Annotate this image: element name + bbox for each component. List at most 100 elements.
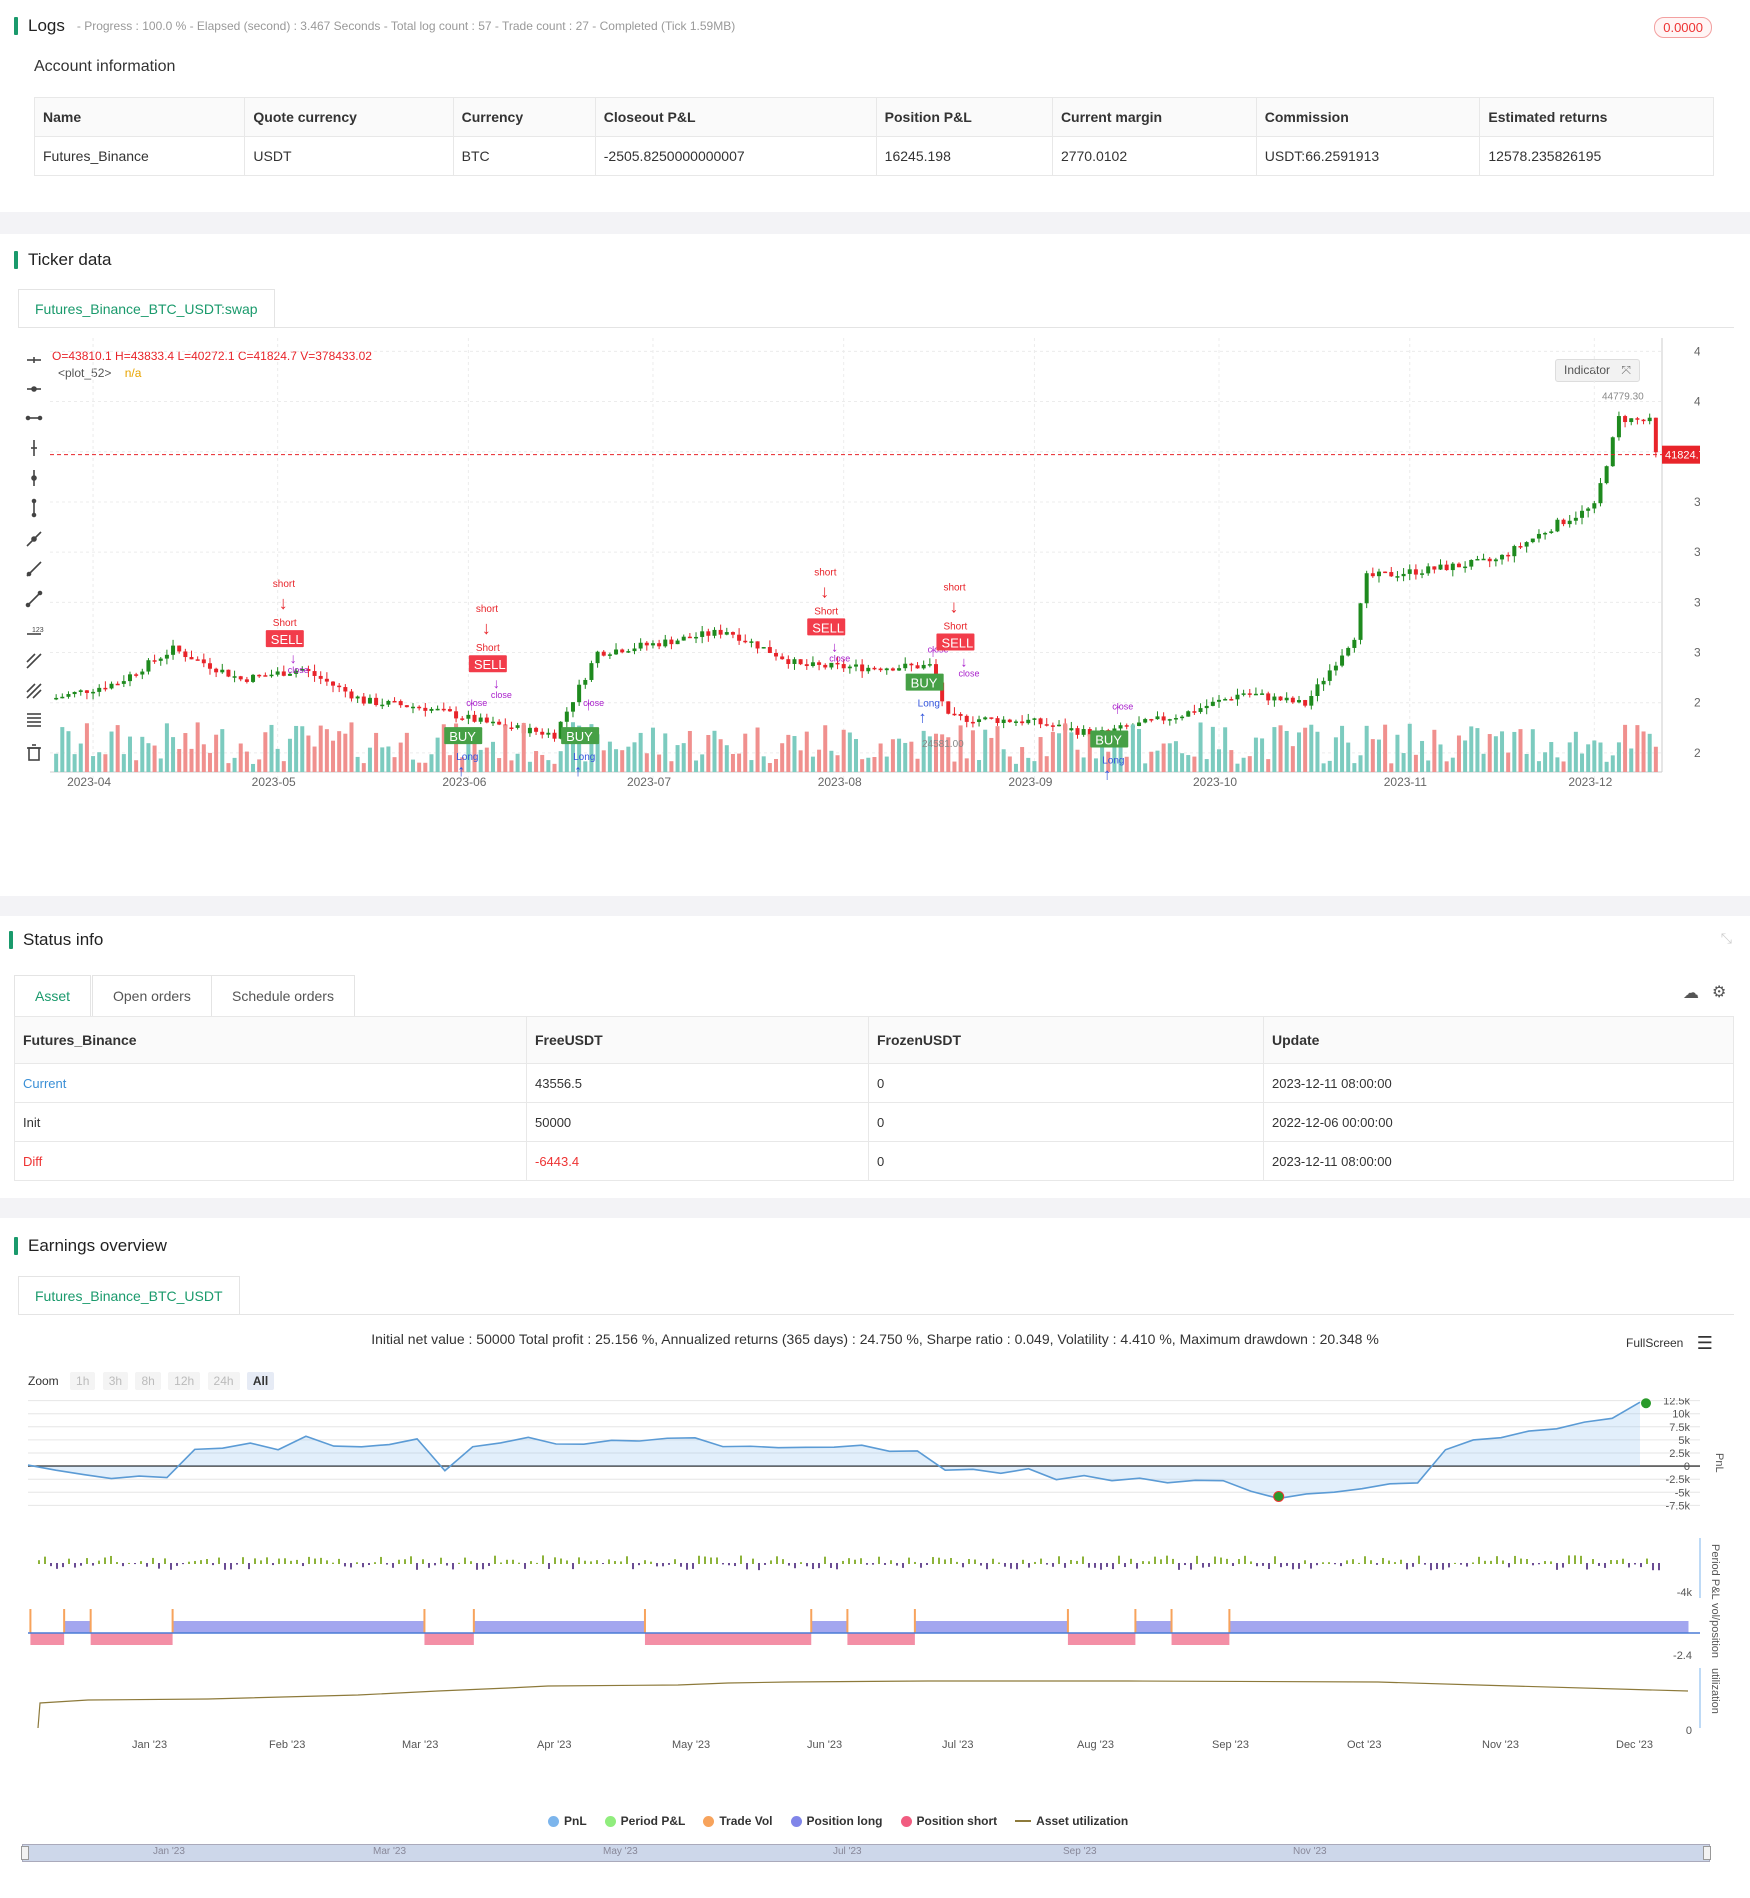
period-bar [1028,1563,1030,1568]
close-arrow-icon: ↓ [831,638,838,654]
zoom-all[interactable]: All [246,1372,275,1390]
candle-body [718,629,723,635]
indicator-button[interactable]: Indicator ⤧ [1555,359,1640,382]
zoom-1h[interactable]: 1h [70,1372,96,1390]
period-bar [1310,1563,1312,1569]
volume-bar [1512,731,1517,772]
legend-item[interactable]: Asset utilization [1015,1814,1128,1828]
account-col: Current margin [1051,97,1257,137]
period-bar [1412,1563,1414,1567]
candle-body [361,696,366,704]
volume-bar [675,745,680,772]
zoom-24h[interactable]: 24h [207,1372,240,1390]
y-tick-label: 30000.00 [1694,646,1700,660]
period-bar [1184,1563,1186,1566]
settings-gear-icon[interactable]: ⚙ [1712,984,1727,1001]
position-short-block [1171,1633,1230,1645]
candlestick-chart[interactable]: 24000.00 27000.00 30000.00 33000.00 36000.00… [0,338,1700,788]
period-bar [878,1556,880,1564]
volume-bar [1389,763,1394,772]
candle-body [275,671,280,675]
volume-bar [195,722,200,772]
navigator-handle-right[interactable] [1703,1846,1711,1860]
candle-body [1463,566,1468,569]
volume-bar [1247,756,1252,772]
volume-bar [1296,732,1301,772]
zoom-12h[interactable]: 12h [168,1372,201,1390]
close-label: close [829,653,850,663]
collapse-icon[interactable]: ⤡ [1720,930,1732,946]
legend-item[interactable]: Position long [790,1814,883,1828]
volume-bar [989,737,994,772]
position-long-block [64,1621,91,1633]
zoom-8h[interactable]: 8h [135,1372,161,1390]
period-bar [368,1563,370,1566]
account-cell: USDT:66.2591913 [1255,136,1481,176]
candle-body [1383,571,1388,574]
period-bar [1082,1556,1084,1564]
candle-body [1272,696,1277,701]
navigator-tick: Jan '23 [153,1846,185,1857]
earnings-tab[interactable]: Futures_Binance_BTC_USDT [18,1276,240,1315]
candle-body [324,678,329,682]
volume-bar [970,730,975,772]
period-bar [836,1563,838,1570]
volume-bar [497,758,502,772]
legend-item[interactable]: Trade Vol [703,1814,773,1828]
candle-body [127,674,132,682]
period-bar [524,1563,526,1569]
candle-body [589,663,594,680]
volume-bar [767,763,772,772]
y-tick-label: 0 [1686,1725,1692,1737]
tab-asset[interactable]: Asset [14,975,92,1017]
drawing-tools-icons[interactable]: 123 [24,350,44,790]
svg-text:123: 123 [32,627,44,634]
navigator-handle-left[interactable] [21,1846,29,1860]
y-tick-label: 39000.00 [1694,495,1700,509]
period-bar [74,1563,76,1568]
volume-bar [638,732,643,772]
volume-bar [1333,737,1338,772]
period-bar [536,1562,538,1564]
volume-bar [201,744,206,772]
volume-bar [700,754,705,772]
candle-body [1137,722,1142,726]
legend-item[interactable]: PnL [548,1814,587,1828]
zoom-3h[interactable]: 3h [102,1372,129,1390]
volume-bar [1093,758,1098,772]
volume-bar [626,746,631,772]
volume-bar [540,754,545,772]
volume-bar [663,733,668,772]
navigator[interactable]: Jan '23 Mar '23 May '23 Jul '23 Sep '23 Nov '… [21,1844,1711,1862]
legend-label: Trade Vol [719,1814,773,1828]
volume-bar [152,745,157,772]
period-bar [902,1563,904,1568]
table-row: Init 50000 0 2022-12-06 00:00:00 [14,1102,1734,1142]
candle-body [1549,531,1554,533]
short-label: Short [273,618,297,629]
period-bar [638,1563,640,1566]
period-bar [596,1560,598,1564]
position-short-block [1067,1633,1136,1645]
cloud-download-icon[interactable]: ☁ [1683,985,1699,1002]
tab-schedule-orders[interactable]: Schedule orders [211,975,355,1017]
short-label: short [273,579,295,590]
volume-bar [281,761,286,772]
candle-body [1376,571,1381,577]
ticker-tab[interactable]: Futures_Binance_BTC_USDT:swap [18,289,275,328]
arrow-up-icon: ↑ [919,710,927,727]
period-bar [242,1557,244,1564]
tab-open-orders[interactable]: Open orders [92,975,212,1017]
volume-bar [1081,757,1086,772]
candle-body [767,647,772,653]
period-bar [794,1563,796,1569]
period-bar [362,1563,364,1568]
candle-body [1180,716,1185,719]
candle-body [829,662,834,668]
candle-body [1647,417,1652,422]
legend-item[interactable]: Period P&L [604,1814,685,1828]
fullscreen-button[interactable]: FullScreen ☰ [1626,1333,1713,1354]
candle-body [281,671,286,676]
legend-item[interactable]: Position short [900,1814,997,1828]
